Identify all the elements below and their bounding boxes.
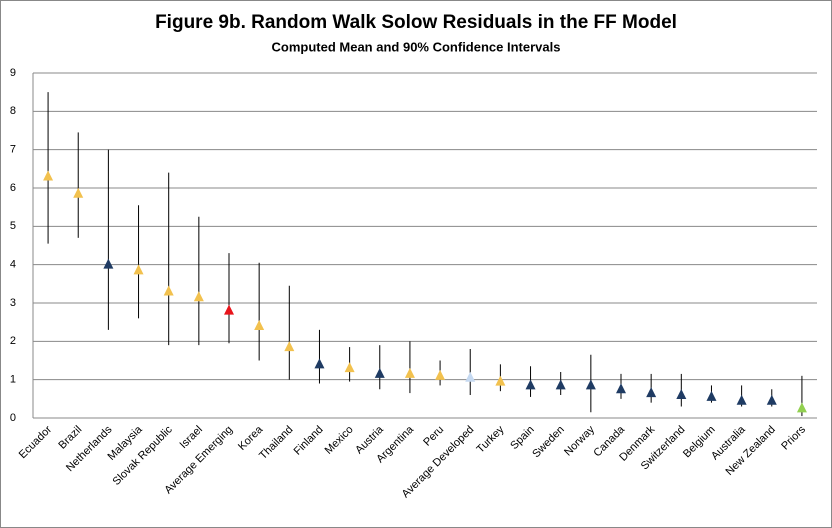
y-tick-label: 0 (10, 412, 16, 424)
y-tick-label: 1 (10, 374, 16, 386)
mean-marker (585, 379, 596, 390)
mean-marker (525, 379, 536, 390)
mean-marker (133, 264, 144, 275)
mean-marker (103, 258, 114, 269)
y-tick-label: 2 (10, 335, 16, 347)
mean-marker (646, 387, 657, 398)
mean-marker (344, 362, 355, 373)
mean-marker (193, 291, 204, 302)
y-tick-label: 9 (10, 67, 16, 79)
y-tick-label: 5 (10, 220, 16, 232)
mean-marker (314, 358, 325, 369)
mean-marker (616, 383, 626, 394)
y-tick-label: 8 (10, 105, 16, 117)
mean-marker (163, 285, 174, 296)
mean-marker (796, 402, 807, 413)
mean-marker (435, 369, 446, 380)
y-tick-label: 7 (10, 144, 16, 156)
mean-marker (706, 390, 717, 401)
y-tick-label: 4 (10, 259, 16, 271)
mean-marker (254, 320, 265, 330)
mean-marker (73, 187, 84, 198)
mean-marker (736, 394, 747, 405)
chart-subtitle: Computed Mean and 90% Confidence Interva… (272, 39, 561, 54)
mean-marker (43, 170, 54, 181)
mean-marker (465, 371, 476, 382)
mean-marker (374, 367, 385, 378)
y-tick-label: 6 (10, 182, 16, 194)
mean-marker (766, 394, 777, 405)
mean-marker (555, 379, 566, 390)
mean-marker (224, 304, 234, 315)
mean-marker (284, 341, 295, 352)
mean-marker (676, 389, 687, 399)
mean-marker (404, 367, 415, 378)
chart-title: Figure 9b. Random Walk Solow Residuals i… (155, 12, 677, 33)
y-tick-label: 3 (10, 297, 16, 309)
mean-marker (495, 375, 506, 386)
